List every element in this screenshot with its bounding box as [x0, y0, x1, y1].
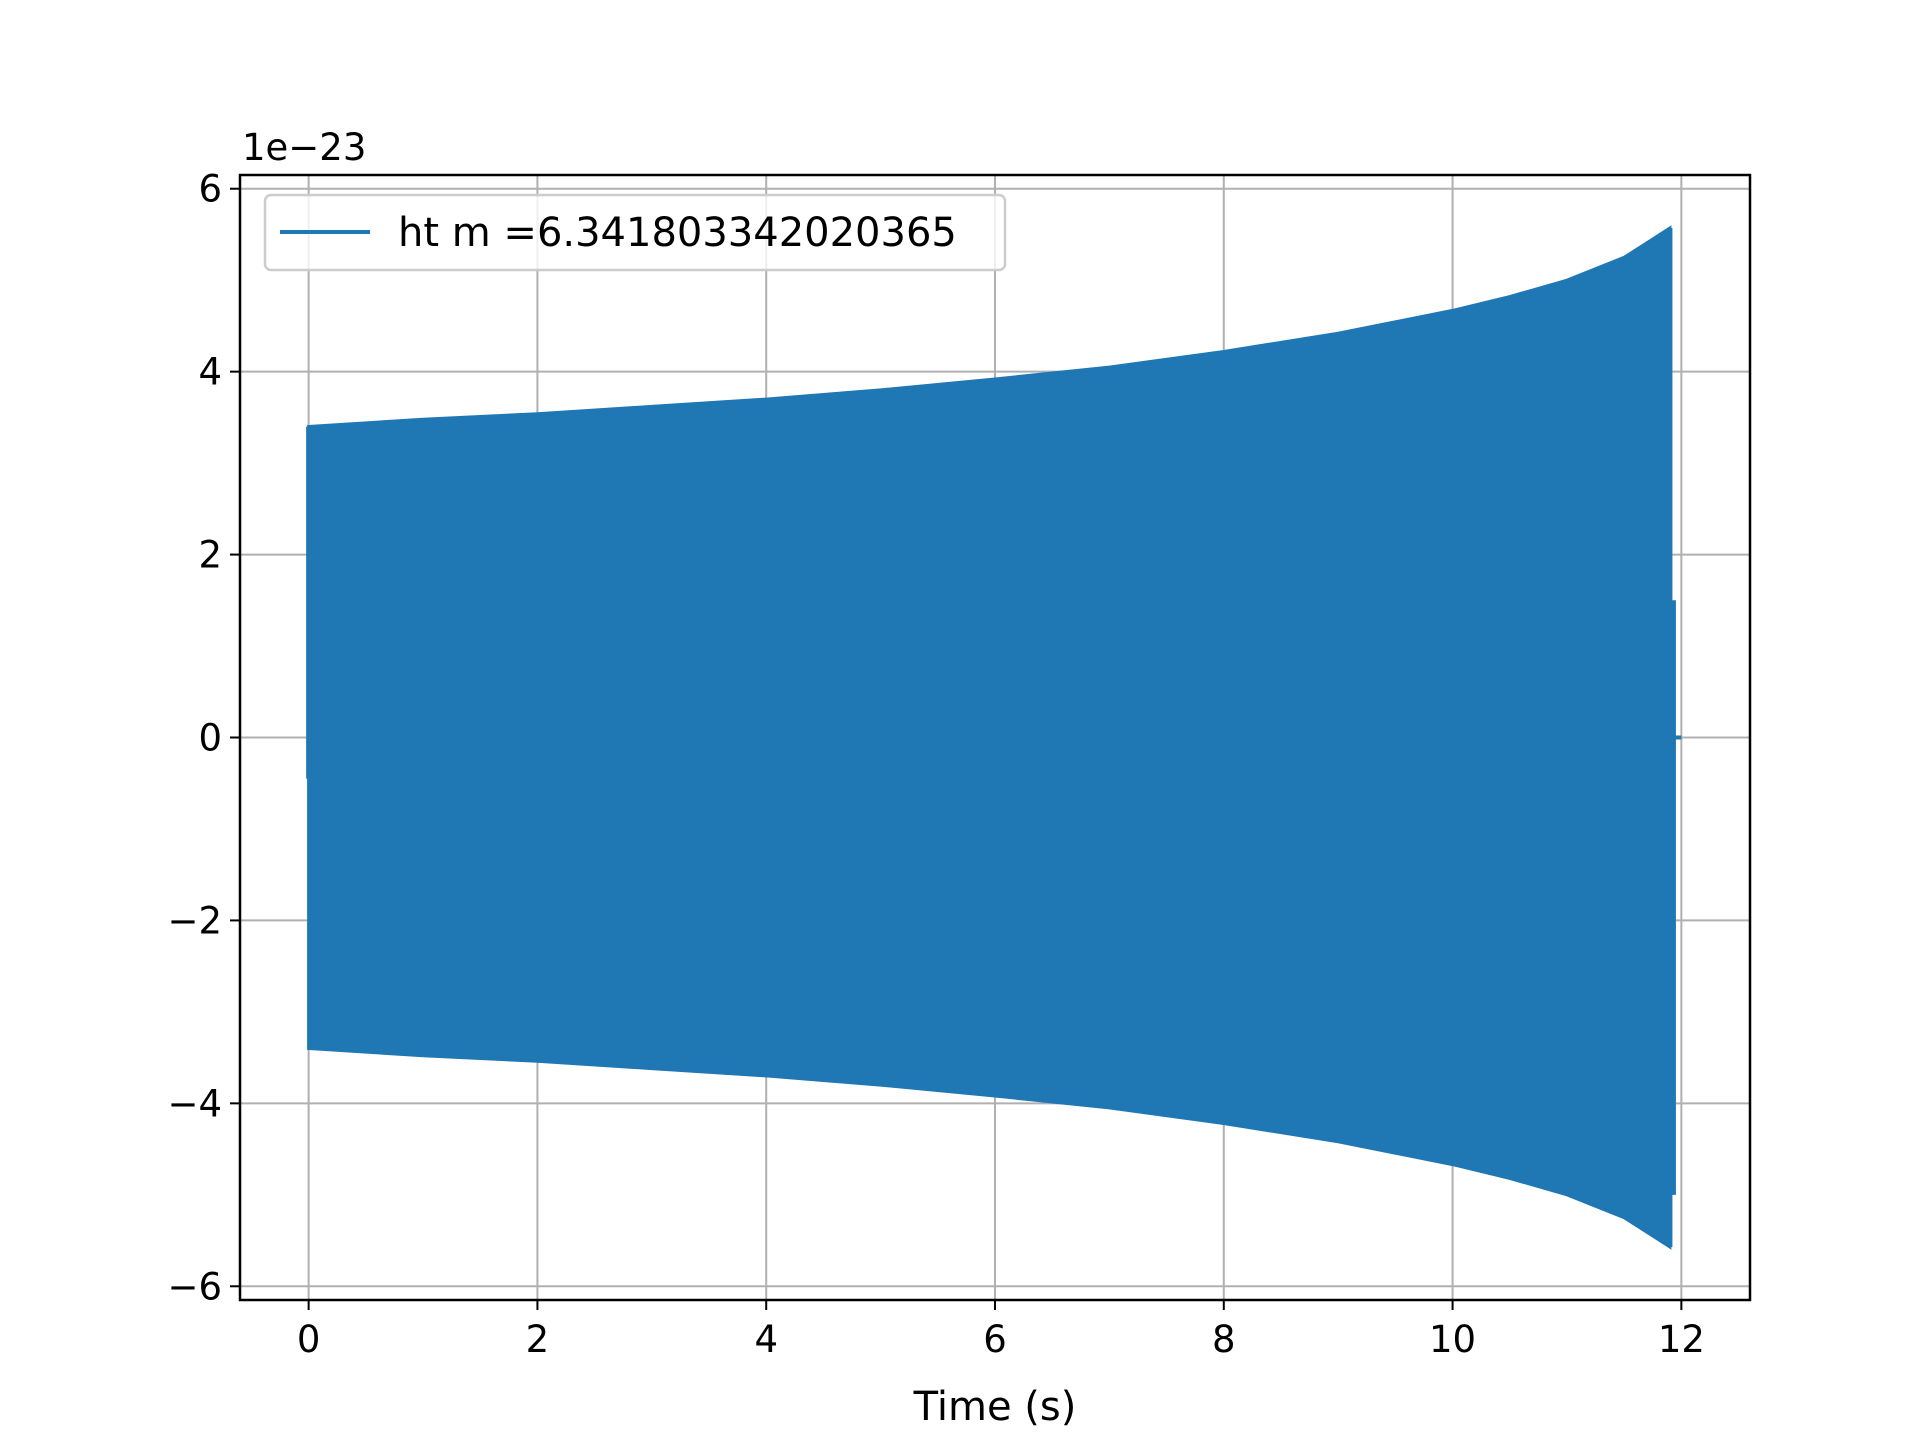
x-tick-label: 4 [754, 1318, 778, 1361]
legend-box [263, 193, 1007, 272]
x-tick-label: 10 [1429, 1318, 1476, 1361]
y-offset-label: 1e−23 [242, 126, 366, 169]
x-tick-label: 12 [1658, 1318, 1705, 1361]
y-tick-label: 2 [198, 534, 222, 577]
x-tick-label: 2 [526, 1318, 550, 1361]
y-tick-label: 4 [198, 351, 222, 394]
y-tick-label: 6 [198, 168, 222, 211]
y-tick-label: −4 [167, 1082, 222, 1125]
series-envelope [307, 225, 1672, 1250]
x-tick-label: 8 [1212, 1318, 1236, 1361]
plot-series [306, 225, 1682, 1250]
y-tick-label: −2 [167, 899, 222, 942]
x-tick-label: 6 [983, 1318, 1007, 1361]
legend: ht m =6.341803342020365 [263, 193, 1007, 272]
x-tick-label: 0 [297, 1318, 321, 1361]
y-tick-label: 0 [198, 717, 222, 760]
axis-ticks: 0 2 4 6 8 10 12 6 4 2 0 −2 −4 −6 [167, 168, 1704, 1361]
x-axis-label: Time (s) [913, 1384, 1077, 1430]
legend-entry-label: ht m =6.341803342020365 [398, 210, 957, 256]
y-tick-label: −6 [167, 1265, 222, 1308]
